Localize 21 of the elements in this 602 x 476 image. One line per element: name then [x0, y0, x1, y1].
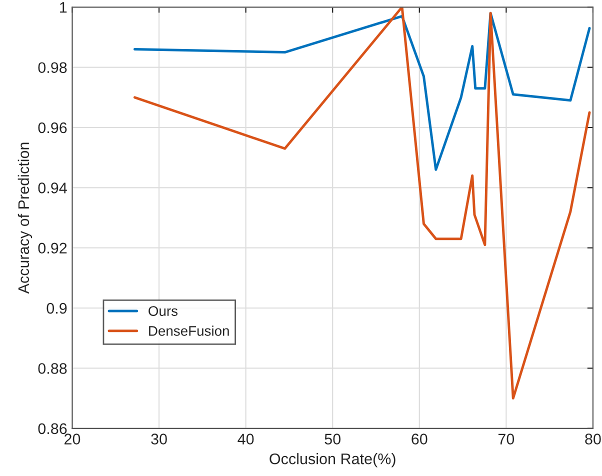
x-tick-label: 40 [238, 434, 254, 444]
y-tick-label: 0.96 [38, 122, 67, 134]
y-tick-label: 0.9 [46, 302, 67, 314]
y-tick-label: 0.94 [38, 182, 67, 194]
y-tick-label: 0.98 [38, 62, 67, 74]
x-tick-label: 70 [498, 434, 514, 444]
legend-label: Ours [148, 306, 178, 316]
y-tick-label: 0.92 [38, 242, 67, 254]
y-tick-label: 0.88 [38, 363, 67, 374]
legend-label: DenseFusion [149, 326, 229, 336]
line-series [133, 7, 591, 400]
line-series [133, 12, 591, 171]
x-tick-label: 50 [324, 434, 341, 444]
x-tick-label: 30 [151, 434, 167, 444]
x-tick-label: 80 [585, 434, 601, 444]
y-axis-title: Accuracy of Prediction [18, 142, 32, 294]
x-tick-label: 20 [64, 434, 80, 444]
x-axis-title: Occlusion Rate(%) [270, 453, 396, 468]
y-tick-label: 1 [60, 2, 67, 13]
y-tick-label: 0.86 [38, 423, 67, 434]
x-tick-label: 60 [412, 434, 428, 444]
